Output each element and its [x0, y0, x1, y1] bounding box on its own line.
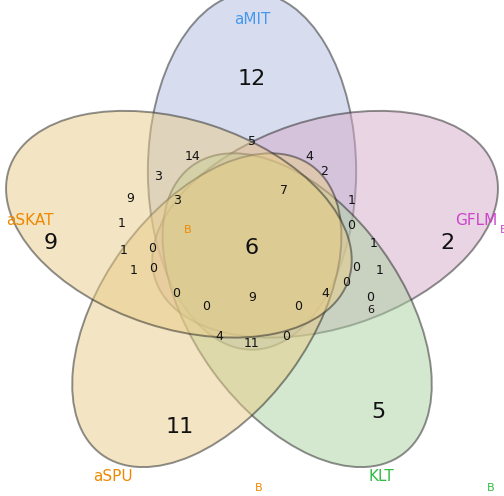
Text: 0: 0: [148, 242, 156, 254]
Text: 0: 0: [294, 300, 301, 313]
Text: 0: 0: [366, 291, 374, 304]
Text: 9: 9: [44, 233, 58, 253]
Text: 7: 7: [280, 185, 288, 197]
Text: 4: 4: [305, 150, 313, 163]
Text: 4: 4: [216, 330, 224, 343]
Ellipse shape: [163, 153, 432, 467]
Text: 3: 3: [173, 194, 180, 207]
Text: 6: 6: [245, 238, 259, 258]
Text: 9: 9: [248, 291, 256, 304]
Text: 6: 6: [367, 305, 374, 315]
Text: 11: 11: [244, 337, 260, 350]
Text: 9: 9: [127, 192, 135, 205]
Text: 4: 4: [322, 287, 329, 300]
Text: 3: 3: [154, 170, 162, 183]
Ellipse shape: [152, 111, 498, 338]
Text: 11: 11: [166, 417, 194, 436]
Text: 1: 1: [369, 237, 377, 249]
Text: B: B: [487, 483, 495, 493]
Ellipse shape: [6, 111, 352, 338]
Text: 2: 2: [320, 165, 328, 178]
Ellipse shape: [148, 0, 356, 350]
Text: 0: 0: [347, 219, 355, 232]
Text: 0: 0: [282, 330, 290, 343]
Text: 1: 1: [376, 264, 384, 277]
Text: aMIT: aMIT: [234, 12, 270, 27]
Text: 5: 5: [248, 135, 256, 148]
Text: 1: 1: [120, 244, 128, 257]
Text: 1: 1: [347, 194, 355, 207]
Text: 0: 0: [352, 261, 360, 274]
Text: B: B: [184, 225, 192, 235]
Text: aSPU: aSPU: [93, 469, 133, 484]
Text: 0: 0: [172, 287, 180, 300]
Text: KLT: KLT: [368, 469, 394, 484]
Text: B: B: [500, 225, 504, 235]
Text: 5: 5: [371, 402, 386, 422]
Text: 1: 1: [118, 217, 126, 230]
Text: 0: 0: [342, 276, 350, 289]
Text: 0: 0: [149, 262, 157, 275]
Text: 14: 14: [184, 150, 201, 163]
Text: aSKAT: aSKAT: [7, 213, 54, 228]
Text: 12: 12: [238, 69, 266, 89]
Text: GFLM: GFLM: [455, 213, 497, 228]
Text: B: B: [255, 483, 263, 493]
Text: 1: 1: [130, 264, 138, 277]
Ellipse shape: [72, 153, 341, 467]
Text: 0: 0: [203, 300, 210, 313]
Text: 2: 2: [441, 233, 455, 253]
